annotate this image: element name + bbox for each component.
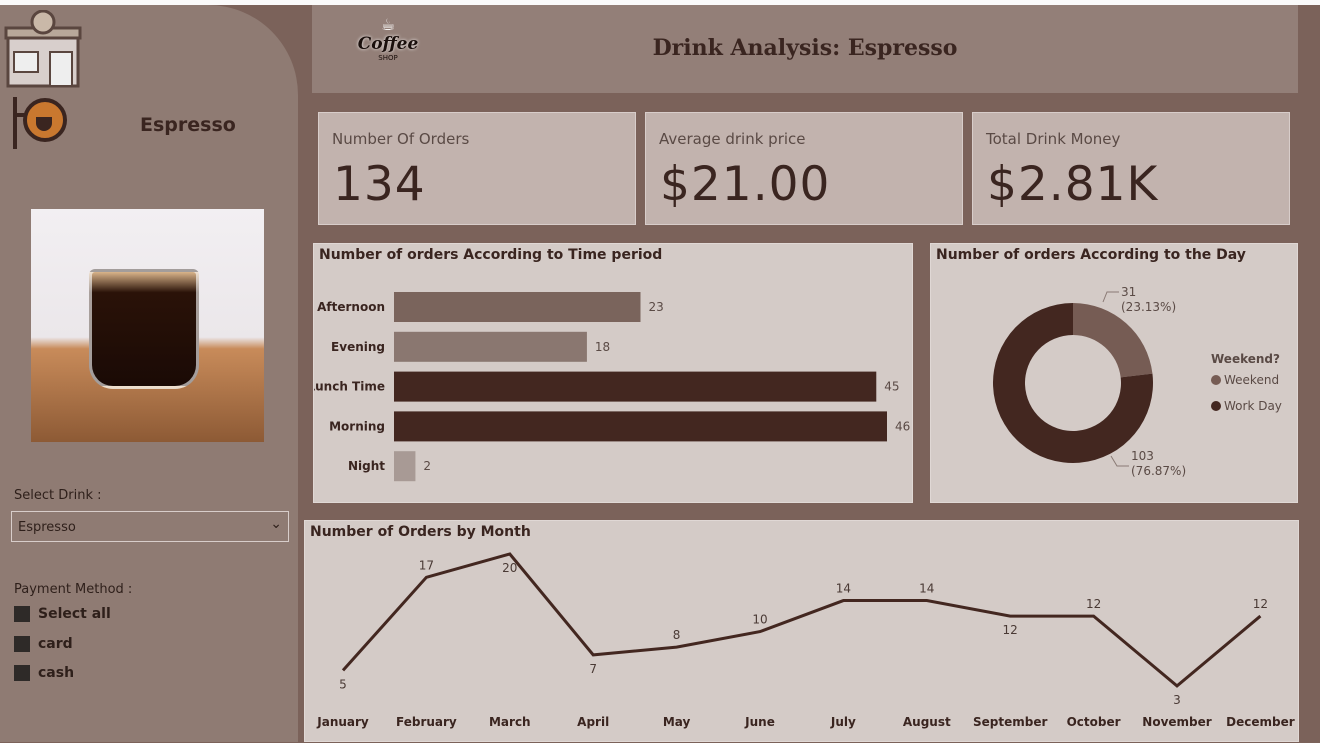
coffee-shop-icon: [4, 10, 82, 88]
kpi-value: $2.81K: [987, 157, 1159, 212]
line-data-label: 12: [1086, 597, 1101, 611]
donut-value-label: 103: [1131, 449, 1154, 463]
kpi-number-of-orders: Number Of Orders 134: [318, 112, 636, 225]
checkbox[interactable]: [14, 665, 30, 681]
chart-title: Number of orders According to the Day: [936, 247, 1246, 263]
legend-label: Weekend: [1224, 373, 1279, 387]
kpi-label: Average drink price: [659, 130, 806, 148]
time-period-bar-chart: Number of orders According to Time perio…: [313, 243, 913, 503]
x-axis-label: April: [577, 715, 609, 729]
x-axis-label: October: [1067, 715, 1121, 729]
page-title: Drink Analysis: Espresso: [652, 35, 958, 61]
line-data-label: 3: [1173, 693, 1181, 707]
bar-value-label: 23: [649, 300, 664, 314]
bar-category-label: Night: [348, 459, 385, 473]
line-chart-svg: 5 January 17 February 20 March 7 April 8 May 10 Jun…: [316, 552, 1295, 729]
leader-line: [1102, 291, 1119, 303]
window-top-bar: [0, 0, 1320, 5]
bar-value-label: 18: [595, 340, 610, 354]
x-axis-label: March: [489, 715, 531, 729]
select-drink-label: Select Drink :: [14, 488, 102, 503]
x-axis-label: August: [903, 715, 951, 729]
payment-method-label: Payment Method :: [14, 582, 133, 597]
bar-category-label: Evening: [331, 340, 385, 354]
line-data-label: 12: [1253, 597, 1268, 611]
option-label: Select all: [38, 606, 111, 622]
line-data-label: 5: [339, 677, 347, 691]
drink-name: Espresso: [140, 114, 236, 136]
bar-value-label: 2: [423, 459, 431, 473]
line-series: [341, 552, 1262, 688]
x-axis-label: November: [1142, 715, 1211, 729]
x-axis-label: September: [973, 715, 1047, 729]
donut-slice: [993, 303, 1153, 463]
coffee-shop-logo: ☕ Coffee SHOP: [357, 15, 419, 62]
bar-chart-svg: Afternoon 23 Evening 18 Lunch Time 45 Morning 4…: [314, 292, 910, 482]
kpi-label: Total Drink Money: [986, 130, 1121, 148]
legend-marker: [1211, 401, 1221, 411]
line-data-label: 14: [919, 582, 934, 596]
legend-title: Weekend?: [1211, 352, 1280, 366]
line-data-label: 17: [419, 558, 434, 572]
checkbox[interactable]: [14, 606, 30, 622]
line-data-label: 8: [673, 628, 681, 642]
chevron-down-icon: ⌄: [270, 516, 282, 532]
payment-option-select-all[interactable]: Select all: [14, 606, 111, 622]
chart-title: Number of orders According to Time perio…: [319, 247, 663, 263]
donut-chart-svg: 31(23.13%) 103(76.87%) Weekend? Weekend Work…: [993, 285, 1282, 478]
kpi-average-price: Average drink price $21.00: [645, 112, 963, 225]
leader-line: [1110, 455, 1129, 467]
header: ☕ Coffee SHOP Drink Analysis: Espresso: [312, 5, 1298, 93]
x-axis-label: February: [396, 715, 457, 729]
line-data-label: 20: [502, 561, 517, 575]
legend-marker: [1211, 375, 1221, 385]
donut-percent-label: (23.13%): [1121, 300, 1176, 314]
donut-value-label: 31: [1121, 285, 1136, 299]
checkbox[interactable]: [14, 636, 30, 652]
coffee-sign-icon: [13, 97, 67, 149]
bar: [394, 371, 877, 402]
bar-category-label: Lunch Time: [314, 380, 385, 394]
bar: [394, 331, 587, 362]
bar: [394, 451, 416, 482]
sidebar: Espresso Select Drink : Espresso ⌄ Payme…: [0, 5, 298, 742]
line-data-label: 10: [752, 613, 767, 627]
x-axis-label: July: [830, 715, 856, 729]
donut-percent-label: (76.87%): [1131, 464, 1186, 478]
legend-label: Work Day: [1224, 399, 1282, 413]
payment-option-card[interactable]: card: [14, 636, 73, 652]
bar-category-label: Morning: [329, 419, 385, 433]
line-data-label: 12: [1003, 623, 1018, 637]
x-axis-label: June: [744, 715, 775, 729]
bar: [394, 411, 887, 442]
kpi-label: Number Of Orders: [332, 130, 470, 148]
option-label: cash: [38, 665, 75, 681]
bar-category-label: Afternoon: [317, 300, 385, 314]
bar: [394, 292, 641, 322]
chart-title: Number of Orders by Month: [310, 524, 531, 540]
line-data-label: 14: [836, 582, 851, 596]
kpi-value: $21.00: [660, 157, 831, 212]
x-axis-label: May: [663, 715, 691, 729]
line-data-label: 7: [589, 662, 597, 676]
day-donut-chart: Number of orders According to the Day 31…: [930, 243, 1298, 503]
x-axis-label: December: [1226, 715, 1295, 729]
drink-select[interactable]: Espresso ⌄: [11, 511, 289, 542]
month-line-chart: Number of Orders by Month 5 January 17 Febr…: [304, 520, 1299, 742]
drink-select-value: Espresso: [18, 520, 76, 535]
donut-slice: [1073, 303, 1153, 378]
kpi-total-money: Total Drink Money $2.81K: [972, 112, 1290, 225]
x-axis-label: January: [316, 715, 369, 729]
payment-option-cash[interactable]: cash: [14, 665, 74, 681]
option-label: card: [38, 636, 73, 652]
kpi-value: 134: [333, 157, 426, 212]
espresso-photo: [31, 209, 264, 442]
bar-value-label: 46: [895, 419, 910, 433]
bar-value-label: 45: [884, 380, 899, 394]
